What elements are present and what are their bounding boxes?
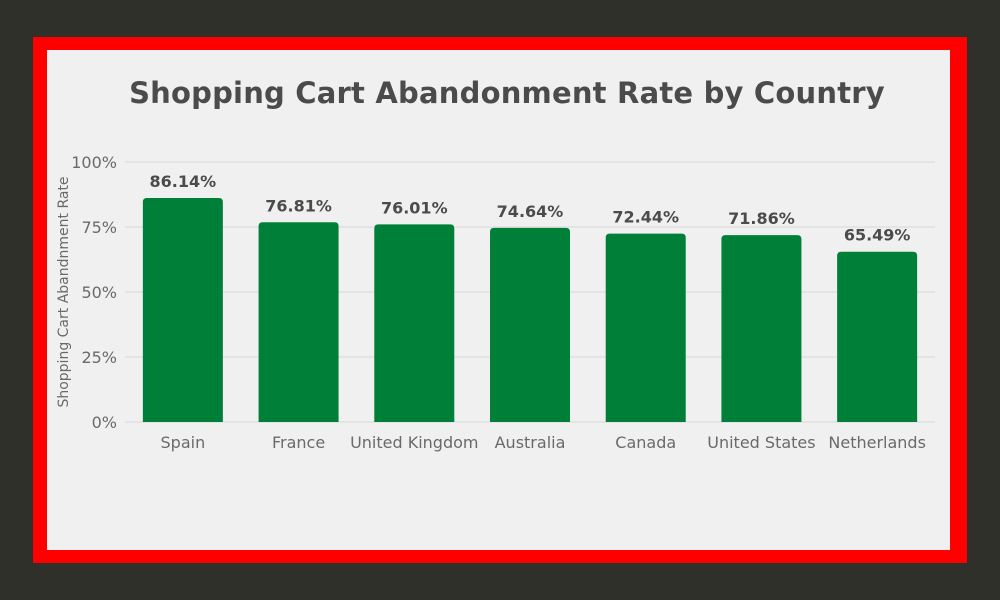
x-tick-label: United Kingdom [350,433,478,452]
data-label: 72.44% [612,208,679,227]
y-tick-label: 25% [81,348,117,367]
data-label: 74.64% [497,202,564,221]
bar [374,224,455,422]
x-tick-label: France [272,433,325,452]
x-tick-label: Australia [495,433,566,452]
y-tick-label: 100% [71,153,117,172]
y-axis-ticks: 0% 25% 50% 75% 100% [71,153,117,432]
chart-title: Shopping Cart Abandonment Rate by Countr… [129,76,885,110]
value-labels: 86.14% 76.81% 76.01% 74.64% 72.44% 71.86% 65.4… [150,172,911,245]
x-tick-label: Canada [615,433,676,452]
x-tick-label: Spain [161,433,206,452]
y-axis-label: Shopping Cart Abandnment Rate [56,176,72,407]
bar [142,198,223,422]
data-label: 71.86% [728,209,795,228]
data-label: 65.49% [844,226,911,245]
bar [605,233,686,422]
y-tick-label: 75% [81,218,117,237]
x-tick-label: United States [707,433,815,452]
x-tick-label: Netherlands [828,433,926,452]
data-label: 76.81% [265,196,332,215]
bar [258,222,339,422]
bars [142,198,918,422]
bar [490,227,570,422]
x-axis-labels: Spain France United Kingdom Australia Canada… [161,433,926,452]
bar [837,251,918,422]
data-label: 76.01% [381,198,448,217]
bar [721,235,802,422]
data-label: 86.14% [150,172,217,191]
y-tick-label: 50% [81,283,117,302]
y-tick-label: 0% [92,413,117,432]
